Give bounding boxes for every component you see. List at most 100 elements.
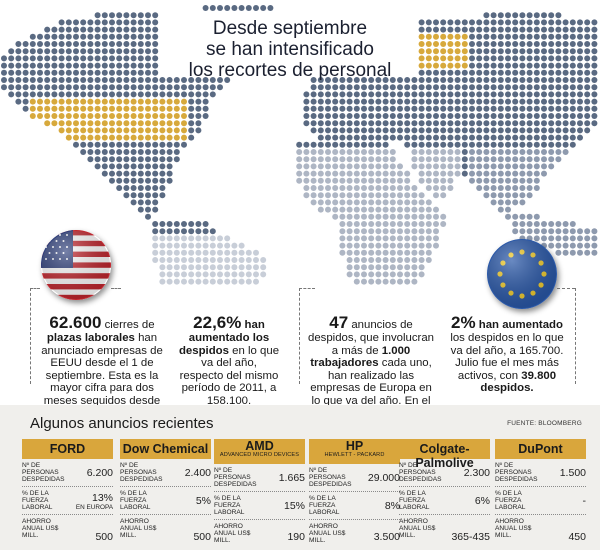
map-dot xyxy=(512,177,519,184)
map-dot xyxy=(433,156,439,163)
map-dot xyxy=(353,77,360,83)
map-dot xyxy=(166,170,173,177)
map-dot xyxy=(497,105,504,112)
map-dot xyxy=(181,278,187,285)
map-dot xyxy=(512,91,519,98)
map-dot xyxy=(339,221,346,227)
map-dot xyxy=(526,62,533,69)
map-dot xyxy=(562,141,569,148)
map-dot xyxy=(505,62,511,69)
map-dot xyxy=(353,257,360,263)
map-dot xyxy=(584,41,591,47)
map-dot xyxy=(325,163,331,170)
map-dot xyxy=(159,163,166,170)
map-dot xyxy=(483,141,490,148)
map-dot xyxy=(195,235,202,242)
map-dot xyxy=(159,235,166,242)
map-dot xyxy=(94,12,101,19)
map-dot xyxy=(80,69,87,76)
map-dot xyxy=(461,84,468,91)
map-dot xyxy=(22,41,29,47)
map-dot xyxy=(490,199,497,206)
map-dot xyxy=(339,192,346,199)
map-dot xyxy=(202,278,209,285)
map-dot xyxy=(317,134,324,141)
map-dot xyxy=(145,98,151,105)
map-dot xyxy=(461,19,468,26)
map-dot xyxy=(368,249,375,256)
map-dot xyxy=(58,120,65,127)
map-dot xyxy=(411,228,418,235)
map-dot xyxy=(418,91,425,98)
map-dot xyxy=(382,228,389,235)
map-dot xyxy=(425,228,432,235)
map-dot xyxy=(497,33,504,40)
map-dot xyxy=(116,105,123,112)
map-dot xyxy=(94,48,101,55)
map-dot xyxy=(339,199,346,206)
map-dot xyxy=(368,235,375,242)
map-dot xyxy=(433,185,439,191)
map-dot xyxy=(159,98,166,105)
map-dot xyxy=(87,105,94,112)
map-dot xyxy=(562,55,569,62)
map-dot xyxy=(505,127,511,134)
row-label: AHORRO ANUAL US$ MILL. xyxy=(22,518,59,540)
map-dot xyxy=(353,177,360,184)
map-dot xyxy=(253,5,259,11)
map-dot xyxy=(497,156,504,163)
map-dot xyxy=(490,77,497,83)
map-dot xyxy=(353,156,360,163)
map-dot xyxy=(375,141,382,148)
map-dot xyxy=(447,26,454,33)
map-dot xyxy=(130,33,137,40)
map-dot xyxy=(490,120,497,127)
map-dot xyxy=(512,221,519,227)
map-dot xyxy=(137,84,144,91)
map-dot xyxy=(490,185,497,191)
map-dot xyxy=(454,33,461,40)
row-value-text: 8% xyxy=(384,500,400,512)
map-dot xyxy=(109,177,115,184)
map-dot xyxy=(361,185,367,191)
map-dot xyxy=(310,113,317,119)
map-dot xyxy=(440,26,447,33)
map-dot xyxy=(404,141,411,148)
map-dot xyxy=(591,120,598,127)
row-value-text: 1.665 xyxy=(278,472,305,484)
map-dot xyxy=(440,19,447,26)
map-dot xyxy=(159,249,166,256)
map-dot xyxy=(238,264,245,271)
map-dot xyxy=(73,77,79,83)
map-dot xyxy=(375,105,382,112)
map-dot xyxy=(116,26,123,33)
map-dot xyxy=(253,249,259,256)
map-dot xyxy=(519,127,526,134)
map-dot xyxy=(418,134,425,141)
map-dot xyxy=(152,26,159,33)
map-dot xyxy=(188,77,195,83)
page-title: Desde septiembre se han intensificado lo… xyxy=(170,18,410,81)
map-dot xyxy=(404,113,411,119)
map-dot xyxy=(130,91,137,98)
map-dot xyxy=(490,141,497,148)
map-dot xyxy=(397,113,403,119)
map-dot xyxy=(483,19,490,26)
map-dot xyxy=(548,98,555,105)
map-dot xyxy=(541,163,547,170)
map-dot xyxy=(346,228,353,235)
map-dot xyxy=(584,249,591,256)
map-dot xyxy=(296,177,303,184)
map-dot xyxy=(217,271,223,278)
map-dot xyxy=(483,98,490,105)
map-dot xyxy=(591,249,598,256)
map-dot xyxy=(116,41,123,47)
map-dot xyxy=(87,26,94,33)
map-dot xyxy=(44,84,51,91)
company-row: Nº DE PERSONAS DESPEDIDAS 2.400 xyxy=(120,459,211,487)
map-dot xyxy=(569,228,576,235)
map-dot xyxy=(483,91,490,98)
map-dot xyxy=(94,113,101,119)
map-dot xyxy=(361,235,367,242)
map-dot xyxy=(584,48,591,55)
